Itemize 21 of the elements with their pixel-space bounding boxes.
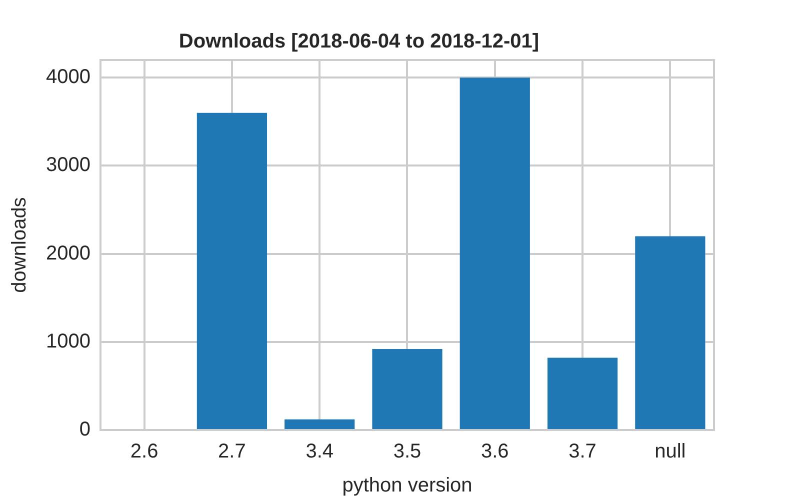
chart-title: Downloads [2018-06-04 to 2018-12-01] — [178, 30, 540, 53]
bar — [284, 419, 355, 429]
bar — [372, 348, 442, 429]
y-axis-title: downloads — [8, 197, 31, 293]
x-tick-label: 3.5 — [393, 440, 422, 463]
x-tick-label: 3.6 — [480, 440, 509, 463]
y-tick-label: 1000 — [46, 330, 90, 352]
bar — [460, 78, 530, 429]
y-tick-label: 2000 — [46, 242, 90, 264]
x-tick-label: 3.7 — [568, 440, 596, 463]
y-tick-label: 0 — [79, 418, 90, 441]
y-tick-label: 4000 — [46, 66, 90, 88]
x-tick-label: 2.6 — [130, 440, 158, 463]
bar — [547, 358, 618, 429]
x-tick-label: 2.7 — [218, 440, 246, 463]
x-axis-title: python version — [342, 474, 472, 497]
x-tick-label: 3.4 — [306, 440, 334, 463]
x-tick-label: null — [654, 440, 686, 463]
bar — [196, 112, 268, 429]
y-tick-label: 3000 — [46, 154, 90, 176]
bar — [635, 236, 706, 429]
